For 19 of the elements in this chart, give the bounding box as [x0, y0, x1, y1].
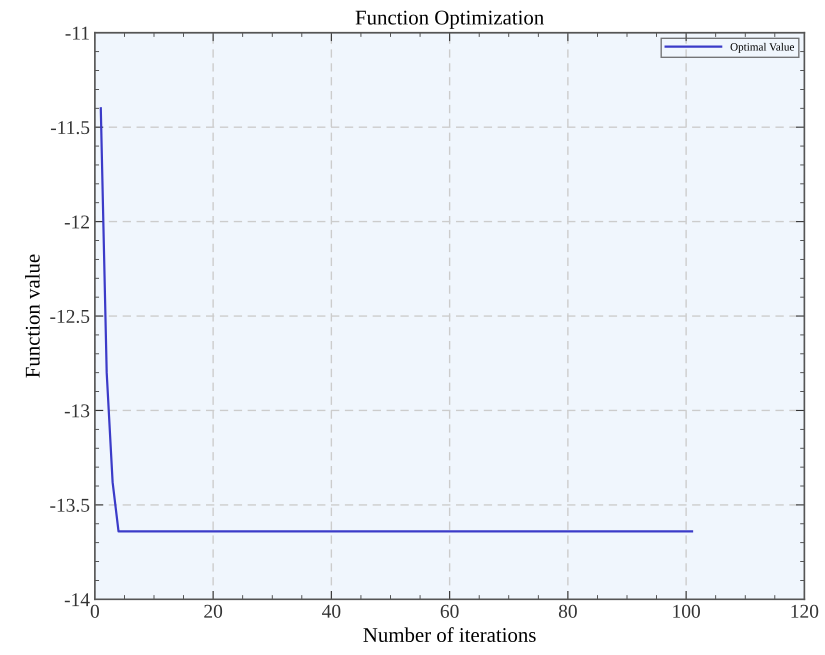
x-axis-title: Number of iterations — [363, 627, 536, 642]
line-series — [100, 107, 694, 532]
text: Optimal Value — [730, 42, 794, 53]
y-tick-label: -12 — [64, 215, 89, 228]
x-tick-label: 60 — [440, 604, 459, 618]
chart-title: Function Optimization — [356, 10, 544, 29]
y-tick-label: -14 — [64, 593, 90, 606]
y-tick-label: -13 — [64, 404, 90, 418]
y-tick-label: -11 — [66, 26, 89, 40]
x-tick-label: 100 — [673, 604, 700, 618]
x-tick-label: 0 — [90, 604, 99, 618]
y-axis-title: Function value — [25, 254, 40, 378]
x-tick-label: 80 — [558, 604, 577, 618]
y-tick-label: -13.5 — [50, 498, 90, 512]
x-tick-label: 120 — [792, 604, 818, 618]
y-tick-label: -11.5 — [50, 121, 90, 134]
y-tick-label: -12.5 — [50, 310, 90, 324]
x-tick-label: 40 — [322, 604, 340, 618]
x-tick-label: 20 — [204, 604, 222, 618]
